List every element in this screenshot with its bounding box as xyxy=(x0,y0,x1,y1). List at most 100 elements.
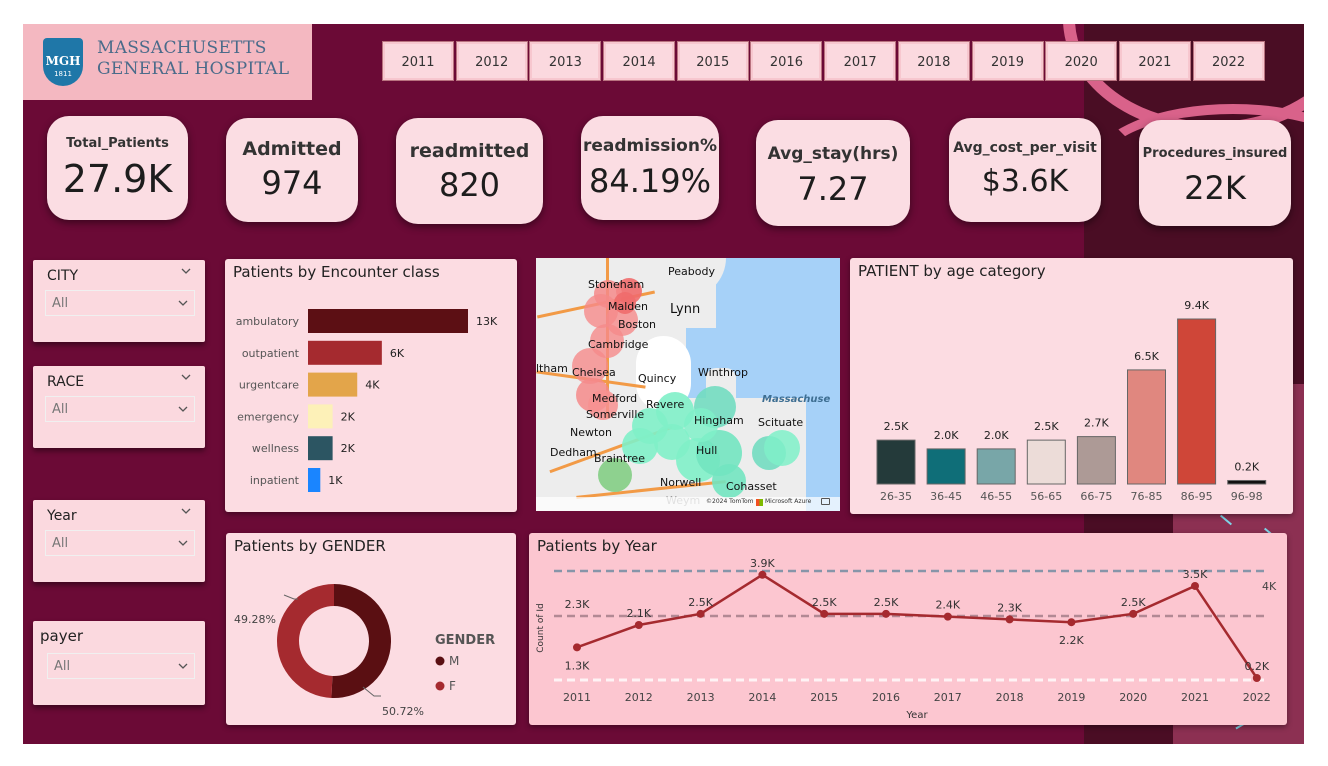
chevron-down-icon[interactable] xyxy=(178,298,188,308)
year-dropdown[interactable]: All xyxy=(45,530,195,556)
map-attribution: Microsoft Azure xyxy=(765,498,812,505)
age-bar[interactable] xyxy=(926,448,966,485)
yearly-series-line xyxy=(576,573,1258,679)
year-button-2016[interactable]: 2016 xyxy=(750,41,823,81)
gender-legend-item[interactable]: M xyxy=(449,654,459,668)
kpi-value: 820 xyxy=(438,166,501,204)
feedback-icon[interactable] xyxy=(821,498,830,505)
map-marker xyxy=(764,430,800,466)
encounter-class-panel: Patients by Encounter class ambulatory 13… xyxy=(225,259,517,512)
yearly-data-point[interactable] xyxy=(820,609,829,618)
year-button-2011[interactable]: 2011 xyxy=(382,41,454,81)
encounter-bar[interactable] xyxy=(308,404,333,429)
encounter-value-label: 13K xyxy=(476,315,498,328)
encounter-bar[interactable] xyxy=(308,309,468,333)
yearly-data-point[interactable] xyxy=(1129,609,1138,618)
yearly-data-point[interactable] xyxy=(1005,615,1014,624)
yearly-line-chart: 4K 1.3K 2011 2.1K 2012 2.5K 2013 3.9K 2014 2.5K 20… xyxy=(536,557,1277,721)
payer-dropdown[interactable]: All xyxy=(47,653,195,679)
map-marker xyxy=(588,390,618,420)
map-label: Somerville xyxy=(586,408,645,421)
shield-icon: MGH 1811 xyxy=(43,38,83,86)
year-button-2019[interactable]: 2019 xyxy=(971,41,1044,81)
encounter-bar[interactable] xyxy=(308,340,382,365)
age-category-label: 36-45 xyxy=(930,490,962,503)
encounter-value-label: 2K xyxy=(341,442,356,455)
panel-title: PATIENT by age category xyxy=(858,262,1046,280)
age-bar[interactable] xyxy=(1177,318,1217,485)
slicer-title: RACE xyxy=(47,374,85,390)
age-bar[interactable] xyxy=(976,448,1016,485)
encounter-bar[interactable] xyxy=(308,436,333,461)
yearly-data-point[interactable] xyxy=(696,609,705,618)
encounter-category-label: emergency xyxy=(237,410,299,423)
gender-legend-item[interactable]: F xyxy=(449,679,456,693)
payer-slicer[interactable]: payer All xyxy=(33,621,205,705)
panel-title: Patients by GENDER xyxy=(234,537,386,555)
year-button-2020[interactable]: 2020 xyxy=(1045,41,1118,81)
yearly-data-label: 1.3K xyxy=(565,659,590,672)
patients-map[interactable]: Peabody Stoneham Malden Lynn Boston Cambridge… xyxy=(536,258,840,511)
gender-pct-label: 50.72% xyxy=(382,705,424,718)
year-button-2022[interactable]: 2022 xyxy=(1192,41,1265,81)
age-bar[interactable] xyxy=(1076,436,1116,485)
race-dropdown[interactable]: All xyxy=(45,396,195,422)
year-button-2021[interactable]: 2021 xyxy=(1118,41,1191,81)
yearly-data-point[interactable] xyxy=(758,570,767,579)
year-button-2015[interactable]: 2015 xyxy=(676,41,749,81)
yearly-data-label: 2.3K xyxy=(997,601,1022,614)
year-slicer[interactable]: Year All xyxy=(33,500,205,582)
map-label: Revere xyxy=(646,398,685,411)
kpi-avg-cost: Avg_cost_per_visit $3.6K xyxy=(949,118,1101,222)
map-label: Quincy xyxy=(638,372,677,385)
map-label: Chelsea xyxy=(572,366,616,379)
kpi-value: 22K xyxy=(1184,169,1246,207)
race-slicer[interactable]: RACE All xyxy=(33,366,205,448)
age-bar[interactable] xyxy=(1227,479,1267,485)
yearly-data-point[interactable] xyxy=(943,612,952,621)
age-bar[interactable] xyxy=(1026,439,1066,485)
chevron-down-icon[interactable] xyxy=(181,266,191,276)
age-value-label: 2.0K xyxy=(984,429,1009,442)
yearly-data-point[interactable] xyxy=(882,609,890,618)
encounter-bar[interactable] xyxy=(308,468,321,492)
map-marker xyxy=(684,408,718,442)
city-dropdown[interactable]: All xyxy=(45,290,195,316)
dropdown-value: All xyxy=(52,296,69,311)
yearly-data-point[interactable] xyxy=(634,621,643,629)
yearly-data-point[interactable] xyxy=(1191,581,1199,590)
kpi-label: readmitted xyxy=(409,140,530,162)
yearly-data-point[interactable] xyxy=(573,643,581,652)
chevron-down-icon[interactable] xyxy=(178,538,188,548)
map-label: Stoneham xyxy=(588,278,645,291)
encounter-bar[interactable] xyxy=(308,372,358,397)
kpi-label: Total_Patients xyxy=(66,136,169,151)
yearly-data-label: 2.5K xyxy=(874,596,899,609)
yearly-x-tick: 2012 xyxy=(625,691,653,704)
chevron-down-icon[interactable] xyxy=(181,506,191,516)
age-category-label: 26-35 xyxy=(880,490,912,503)
year-button-2014[interactable]: 2014 xyxy=(603,41,676,81)
city-slicer[interactable]: CITY All xyxy=(33,260,205,342)
chevron-down-icon[interactable] xyxy=(178,404,188,414)
map-label: Massachuse xyxy=(762,394,831,405)
kpi-readmission-pct: readmission% 84.19% xyxy=(581,116,719,220)
age-bar[interactable] xyxy=(1127,369,1166,485)
chevron-down-icon[interactable] xyxy=(178,661,188,671)
map-label: Hingham xyxy=(694,414,744,427)
gender-slice-F[interactable] xyxy=(276,584,334,698)
dashboard-canvas: MGH 1811 MASSACHUSETTS GENERAL HOSPITAL … xyxy=(23,24,1304,744)
age-bar[interactable] xyxy=(876,439,916,485)
yearly-data-point[interactable] xyxy=(1067,618,1076,627)
gender-slice-M[interactable] xyxy=(331,584,391,698)
year-button-2013[interactable]: 2013 xyxy=(529,41,602,81)
year-button-2017[interactable]: 2017 xyxy=(824,41,897,81)
year-button-2012[interactable]: 2012 xyxy=(455,41,528,81)
kpi-value: 84.19% xyxy=(588,162,711,200)
map-label: Dedham xyxy=(550,446,597,459)
year-button-2018[interactable]: 2018 xyxy=(897,41,970,81)
age-value-label: 6.5K xyxy=(1134,350,1159,363)
chevron-down-icon[interactable] xyxy=(181,372,191,382)
yearly-data-point[interactable] xyxy=(1252,674,1261,682)
yearly-x-tick: 2016 xyxy=(872,691,900,704)
